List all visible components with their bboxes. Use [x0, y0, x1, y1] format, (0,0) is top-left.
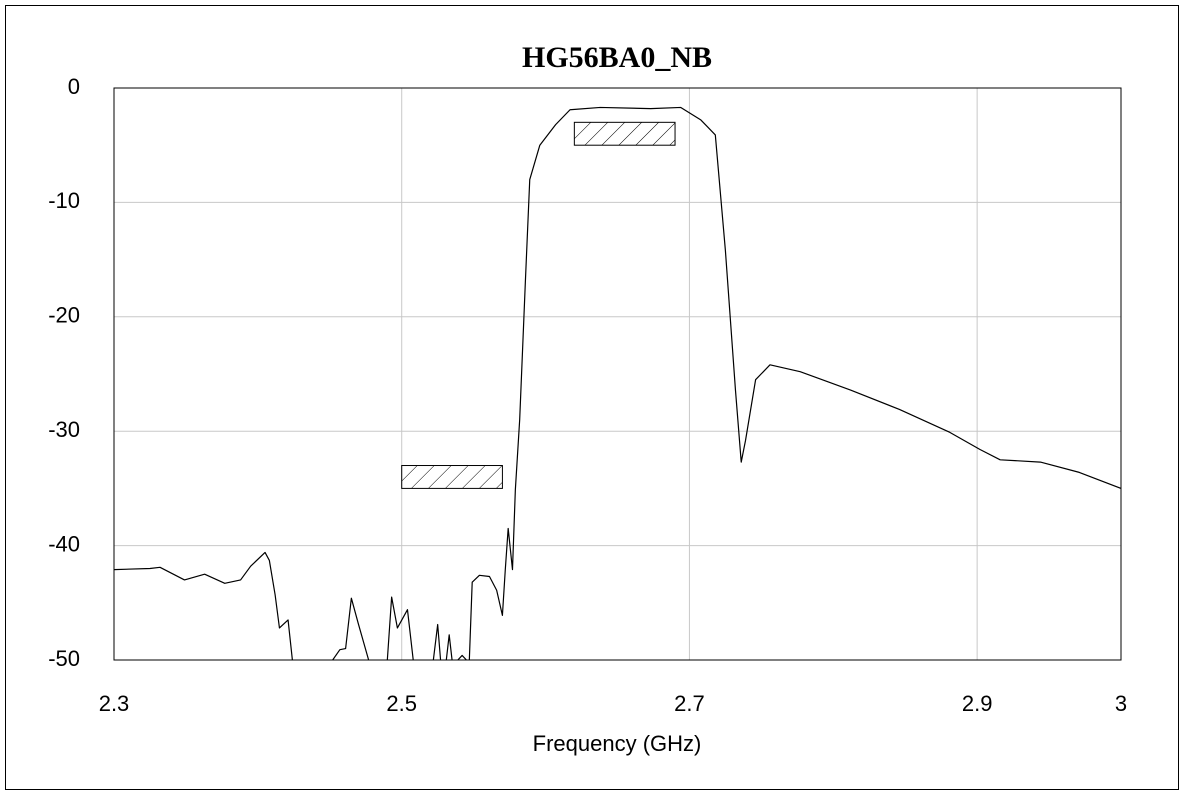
plot-area	[114, 106, 1121, 660]
spec-mask	[573, 121, 676, 146]
x-tick-label: 2.3	[99, 691, 130, 716]
y-tick-label: -50	[48, 646, 80, 671]
chart-title: HG56BA0_NB	[522, 41, 712, 74]
grid	[113, 87, 1122, 661]
y-tick-label: 0	[68, 74, 80, 99]
y-tick-label: -40	[48, 531, 80, 556]
x-tick-label: 2.7	[674, 691, 705, 716]
y-tick-label: -10	[48, 188, 80, 213]
x-tick-label: 2.5	[386, 691, 417, 716]
x-tick-label: 3	[1115, 691, 1127, 716]
plot-border	[113, 87, 1122, 661]
x-axis-label: Frequency (GHz)	[533, 731, 702, 756]
y-tick-label: -30	[48, 417, 80, 442]
y-tick-label: -20	[48, 303, 80, 328]
response-line	[114, 106, 1121, 660]
spec-mask	[401, 465, 503, 489]
frame	[5, 5, 1179, 790]
x-tick-label: 2.9	[962, 691, 993, 716]
